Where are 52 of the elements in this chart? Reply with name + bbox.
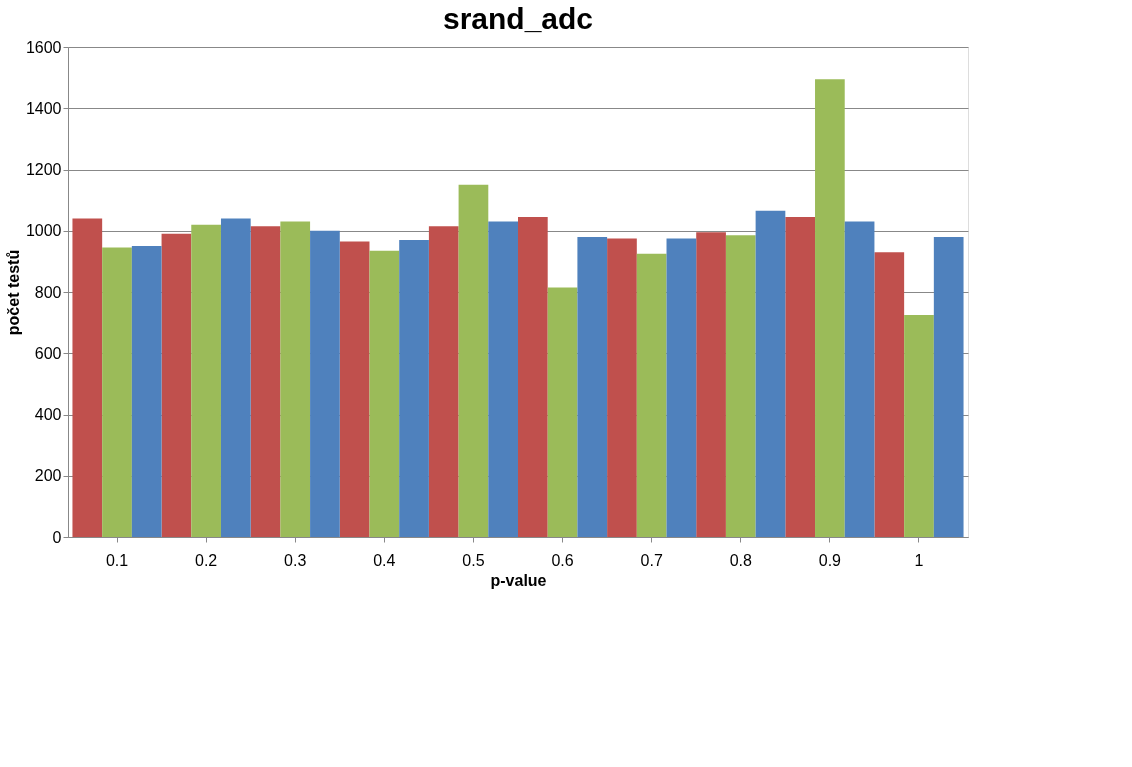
bar (933, 236, 964, 537)
x-tick-label: 1 (914, 551, 924, 569)
y-tick-label: 800 (34, 283, 62, 301)
bar (250, 226, 281, 537)
bar (518, 216, 548, 537)
bar (666, 238, 697, 537)
x-axis-title: p-value (490, 571, 547, 589)
bar (874, 252, 905, 537)
x-tick-label: 0.9 (818, 551, 842, 569)
bar (815, 79, 845, 537)
bar (904, 314, 934, 537)
y-tick-label: 1200 (25, 161, 62, 178)
bar (725, 235, 756, 537)
bar (161, 233, 192, 537)
bar (102, 247, 132, 537)
bar (72, 218, 103, 537)
y-axis-title: počet testů (4, 249, 22, 336)
x-tick-label: 0.4 (373, 551, 396, 569)
y-tick-label: 400 (34, 406, 62, 423)
x-tick-label: 0.6 (551, 551, 574, 569)
bar (399, 239, 429, 537)
bar (755, 210, 786, 537)
bar (369, 250, 400, 537)
x-tick-label: 0.8 (729, 551, 752, 569)
x-tick-label: 0.1 (105, 551, 129, 569)
bar (547, 287, 578, 537)
bar (785, 216, 816, 537)
x-tick-label: 0.2 (194, 551, 218, 569)
bar (844, 221, 875, 537)
x-tick-label: 0.5 (462, 551, 485, 569)
bar (220, 218, 251, 537)
bar (577, 236, 608, 537)
x-tick-label: 0.7 (640, 551, 663, 569)
y-tick-label: 1000 (25, 222, 62, 240)
bar (310, 230, 340, 537)
y-tick-label: 1400 (25, 99, 62, 117)
bar (458, 184, 489, 537)
y-tick-label: 200 (34, 467, 62, 485)
bar (488, 221, 518, 537)
bar (607, 238, 637, 537)
bar (131, 246, 162, 537)
bar (636, 253, 667, 537)
bar (428, 226, 459, 537)
bar (191, 224, 221, 537)
y-tick-label: 600 (34, 344, 62, 362)
y-tick-label: 1600 (25, 38, 62, 56)
bar (339, 241, 370, 537)
bar (280, 221, 311, 537)
bar (696, 232, 726, 537)
y-tick-label: 0 (52, 528, 62, 546)
chart-title: srand_adc (442, 2, 594, 35)
x-tick-label: 0.3 (284, 551, 307, 569)
